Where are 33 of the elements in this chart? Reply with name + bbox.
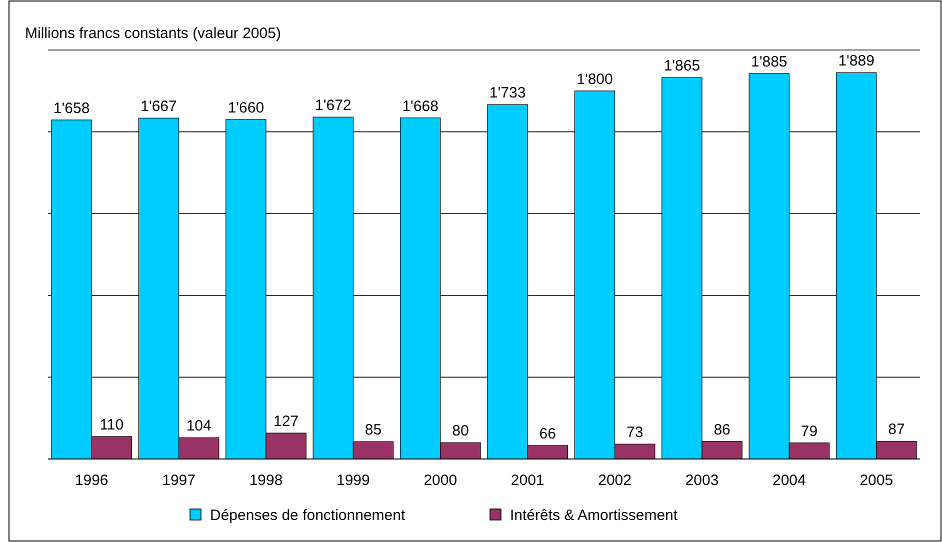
- data-label: 127: [274, 413, 299, 430]
- data-label: 1'667: [140, 98, 177, 116]
- data-label: 110: [100, 416, 124, 434]
- data-label: 1'668: [402, 98, 438, 115]
- x-tick-label: 2002: [598, 472, 632, 489]
- x-tick-label: 2001: [510, 472, 544, 489]
- data-label: 1'800: [576, 70, 613, 88]
- data-label: 1'658: [53, 100, 90, 117]
- x-tick-label: 2000: [424, 472, 458, 489]
- data-label: 85: [364, 422, 382, 439]
- y-axis-title: Millions francs constants (valeur 2005): [25, 25, 281, 42]
- data-label: 79: [800, 422, 818, 440]
- x-tick-label: 1997: [162, 472, 196, 489]
- data-label: 87: [888, 421, 905, 438]
- data-label: 1'660: [228, 100, 264, 117]
- data-label: 1'865: [664, 58, 700, 75]
- x-tick-label: 1996: [74, 472, 108, 489]
- x-tick-label: 2003: [685, 472, 719, 489]
- data-label: 73: [626, 424, 644, 442]
- legend-label: Dépenses de fonctionnement: [210, 507, 406, 524]
- x-tick-label: 1999: [336, 472, 370, 489]
- legend-label: Intérêts & Amortissement: [510, 507, 678, 524]
- x-tick-label: 1998: [249, 472, 283, 489]
- data-label: 1'889: [838, 52, 874, 70]
- data-label: 1'733: [489, 84, 526, 102]
- x-tick-label: 2005: [860, 472, 894, 489]
- data-label: 66: [539, 426, 556, 443]
- data-label: 104: [186, 418, 212, 435]
- x-tick-label: 2004: [772, 472, 806, 489]
- data-label: 1'885: [751, 54, 788, 71]
- data-label: 80: [452, 422, 469, 440]
- data-label: 1'672: [315, 97, 352, 114]
- data-label: 86: [714, 421, 730, 438]
